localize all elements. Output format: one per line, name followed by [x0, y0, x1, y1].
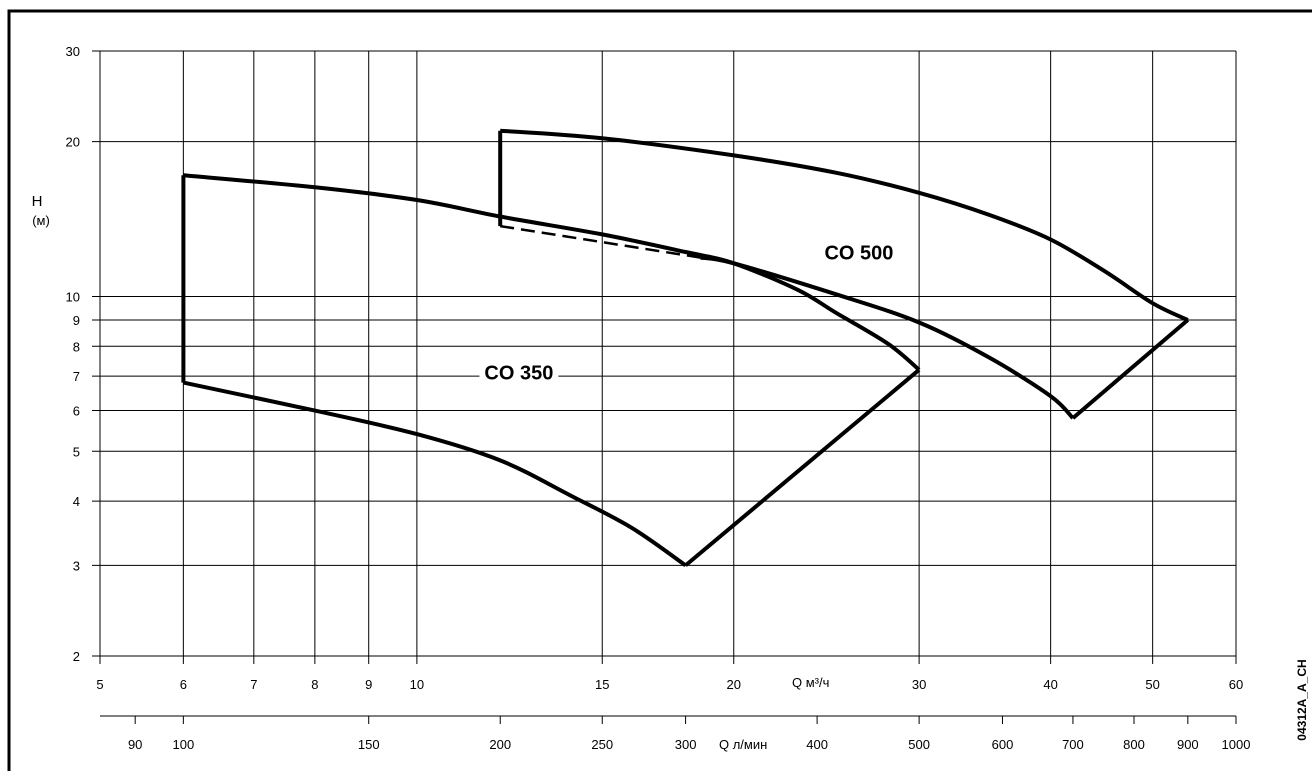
lmin-tick-label-150: 150 [358, 737, 380, 752]
y-tick-label-3: 3 [73, 558, 80, 573]
lmin-tick-label-1000: 1000 [1222, 737, 1251, 752]
drawing-code: 04312A_A_CH [1295, 659, 1309, 740]
lmin-tick-label-700: 700 [1062, 737, 1084, 752]
x-axis-label-m3h: Q м³/ч [792, 675, 829, 690]
lmin-tick-label-400: 400 [806, 737, 828, 752]
lmin-tick-label-600: 600 [992, 737, 1014, 752]
x-tick-label-50: 50 [1145, 677, 1159, 692]
x-tick-labels-lmin: 90 100 150 200 250 300 400 500 600 700 800 900 1000 [128, 737, 1251, 752]
co-500-label: CO 500 [824, 242, 893, 264]
y-tick-label-8: 8 [73, 339, 80, 354]
co-500-dashed-segment [500, 224, 701, 259]
lmin-tick-label-900: 900 [1177, 737, 1199, 752]
chart-frame [7, 9, 1312, 771]
lmin-tick-label-250: 250 [591, 737, 613, 752]
co-350-label: CO 350 [484, 362, 553, 384]
co-350-label-backdrop [479, 360, 559, 387]
x-axis-label-lmin: Q л/мин [719, 737, 767, 752]
lmin-tick-label-200: 200 [489, 737, 511, 752]
co-350-top-curve [183, 173, 921, 372]
y-axis-unit: (м) [32, 213, 50, 228]
x-tick-label-40: 40 [1043, 677, 1057, 692]
y-tick-labels: 2 3 4 5 6 7 8 9 10 20 30 [66, 44, 80, 664]
x-tick-label-15: 15 [595, 677, 609, 692]
y-tick-label-5: 5 [73, 444, 80, 459]
y-tick-label-10: 10 [66, 289, 80, 304]
lmin-tick-label-90: 90 [128, 737, 142, 752]
x-tick-labels-m3h: 5 6 7 8 9 10 15 20 30 40 50 60 [96, 677, 1243, 692]
co-500-right-edge [1071, 318, 1190, 420]
lmin-tick-label-800: 800 [1123, 737, 1145, 752]
lmin-tick-label-100: 100 [172, 737, 194, 752]
x-tick-label-6: 6 [180, 677, 187, 692]
series-areas: CO 350 CO 500 [181, 128, 1190, 568]
co-350-bottom-curve [182, 380, 687, 568]
grid-lines [92, 50, 1237, 664]
y-tick-label-2: 2 [73, 649, 80, 664]
lmin-tick-label-500: 500 [908, 737, 930, 752]
y-tick-label-4: 4 [73, 494, 80, 509]
x-tick-label-60: 60 [1229, 677, 1243, 692]
x-tick-label-7: 7 [250, 677, 257, 692]
x-tick-label-10: 10 [410, 677, 424, 692]
y-axis-label: H [32, 193, 43, 210]
x-tick-label-30: 30 [912, 677, 926, 692]
y-tick-label-30: 30 [66, 44, 80, 59]
y-tick-label-6: 6 [73, 404, 80, 419]
y-tick-label-9: 9 [73, 313, 80, 328]
x-tick-label-9: 9 [365, 677, 372, 692]
y-tick-label-7: 7 [73, 369, 80, 384]
lmin-tick-label-300: 300 [675, 737, 697, 752]
x-tick-label-20: 20 [727, 677, 741, 692]
co-500-label-backdrop [819, 240, 899, 267]
co-500-top-curve [500, 128, 1189, 322]
x-tick-label-8: 8 [311, 677, 318, 692]
co-500-bottom-curve [700, 255, 1075, 420]
co-350-right-edge [684, 368, 921, 567]
y-tick-label-20: 20 [66, 135, 80, 150]
axes [99, 51, 1237, 724]
x-tick-label-5: 5 [96, 677, 103, 692]
